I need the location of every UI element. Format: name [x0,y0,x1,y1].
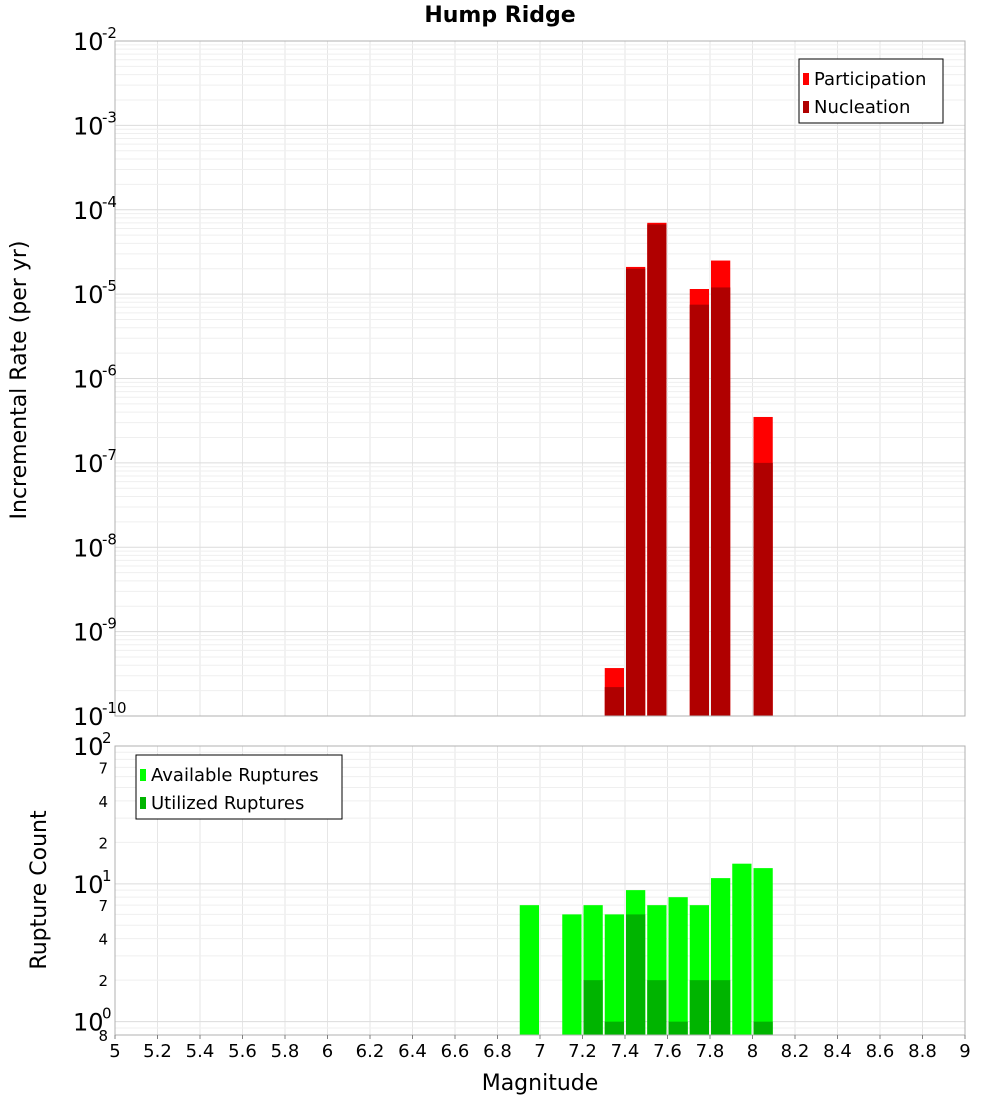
legend: Participation Nucleation [798,58,944,124]
y-minor-tick-label: 2 [98,972,108,990]
y-tick-label: 10 [73,871,104,899]
x-tick-label: 8.8 [908,1041,937,1062]
y-minor-tick-label: 4 [98,793,108,811]
bar [519,905,539,1035]
legend: Available Ruptures Utilized Ruptures [135,754,343,820]
y-minor-tick-label: 8 [98,1027,108,1045]
x-tick-label: 6.4 [398,1041,427,1062]
x-tick-label: 6.2 [356,1041,385,1062]
y-tick-exponent: -9 [102,615,117,633]
y-tick-exponent: -7 [102,446,117,464]
bar [753,462,773,716]
x-tick-label: 8.4 [823,1041,852,1062]
y-tick-exponent: -5 [102,277,117,295]
legend-label: Utilized Ruptures [151,793,304,814]
x-tick-label: 7.4 [611,1041,640,1062]
legend-box [798,58,944,124]
y-tick-exponent: 0 [102,1005,112,1023]
rate-plot: 10-210-310-410-510-610-710-810-910-10Par… [73,24,966,731]
y-minor-tick-label: 7 [98,897,108,915]
bar [647,224,667,717]
bar [626,268,646,716]
legend-label: Nucleation [814,97,910,118]
y-tick-exponent: -2 [102,24,117,42]
bar [753,868,773,1035]
y-minor-tick-label: 7 [98,759,108,777]
x-tick-label: 6.8 [483,1041,512,1062]
x-tick-label: 5.4 [186,1041,215,1062]
x-tick-label: 5.6 [228,1041,257,1062]
x-tick-label: 8 [747,1041,758,1062]
x-tick-label: 6.6 [441,1041,470,1062]
x-tick-label: 7.8 [696,1041,725,1062]
y-tick-label: 10 [73,733,104,761]
y-axis-label-rate: Incremental Rate (per yr) [7,241,32,520]
grid-lines [114,40,966,717]
bar [689,304,709,716]
x-tick-label: 9 [959,1041,970,1062]
bar [711,287,731,716]
series-nucleation [604,224,773,717]
y-tick-exponent: -3 [102,108,117,126]
x-tick-label: 5 [109,1041,120,1062]
bar [689,980,709,1035]
x-tick-label: 8.2 [781,1041,810,1062]
x-tick-label: 7 [534,1041,545,1062]
y-minor-tick-label: 4 [98,931,108,949]
y-tick-exponent: -10 [102,699,127,717]
bar [626,914,646,1035]
y-tick-exponent: -8 [102,530,117,548]
y-axis-label-count: Rupture Count [27,810,52,970]
y-tick-label: 10 [73,28,104,56]
legend-box [135,754,343,820]
x-axis-label: Magnitude [482,1071,599,1096]
y-tick-label: 10 [73,534,104,562]
y-tick-exponent: 2 [102,729,112,747]
legend-swatch [803,101,809,113]
bar [647,980,667,1035]
bar [604,687,624,716]
y-tick-label: 10 [73,197,104,225]
x-tick-label: 7.2 [568,1041,597,1062]
plot-frame [114,40,966,717]
legend-swatch [140,797,146,809]
y-minor-tick-label: 2 [98,834,108,852]
y-tick-label: 10 [73,450,104,478]
legend-swatch [140,769,146,781]
bar [732,863,752,1035]
chart-title: Hump Ridge [424,3,575,28]
x-tick-label: 7.6 [653,1041,682,1062]
x-tick-label: 8.6 [866,1041,895,1062]
y-tick-label: 10 [73,1009,104,1037]
y-tick-exponent: 1 [102,867,112,885]
y-tick-label: 10 [73,366,104,394]
y-tick-label: 10 [73,703,104,731]
y-tick-label: 10 [73,619,104,647]
bar [604,1021,624,1035]
bar [711,980,731,1035]
bar [562,914,582,1035]
legend-label: Participation [814,69,926,90]
legend-label: Available Ruptures [151,765,319,786]
bar [583,980,603,1035]
y-tick-label: 10 [73,281,104,309]
bar [604,914,624,1035]
legend-swatch [803,73,809,85]
y-tick-exponent: -4 [102,193,117,211]
x-tick-label: 5.2 [143,1041,172,1062]
series-utilized-ruptures [583,914,773,1035]
x-tick-label: 5.8 [271,1041,300,1062]
bar [668,897,688,1035]
y-tick-exponent: -6 [102,362,117,380]
x-tick-label: 6 [322,1041,333,1062]
y-tick-label: 10 [73,112,104,140]
bar [753,1021,773,1035]
bar [668,1021,688,1035]
